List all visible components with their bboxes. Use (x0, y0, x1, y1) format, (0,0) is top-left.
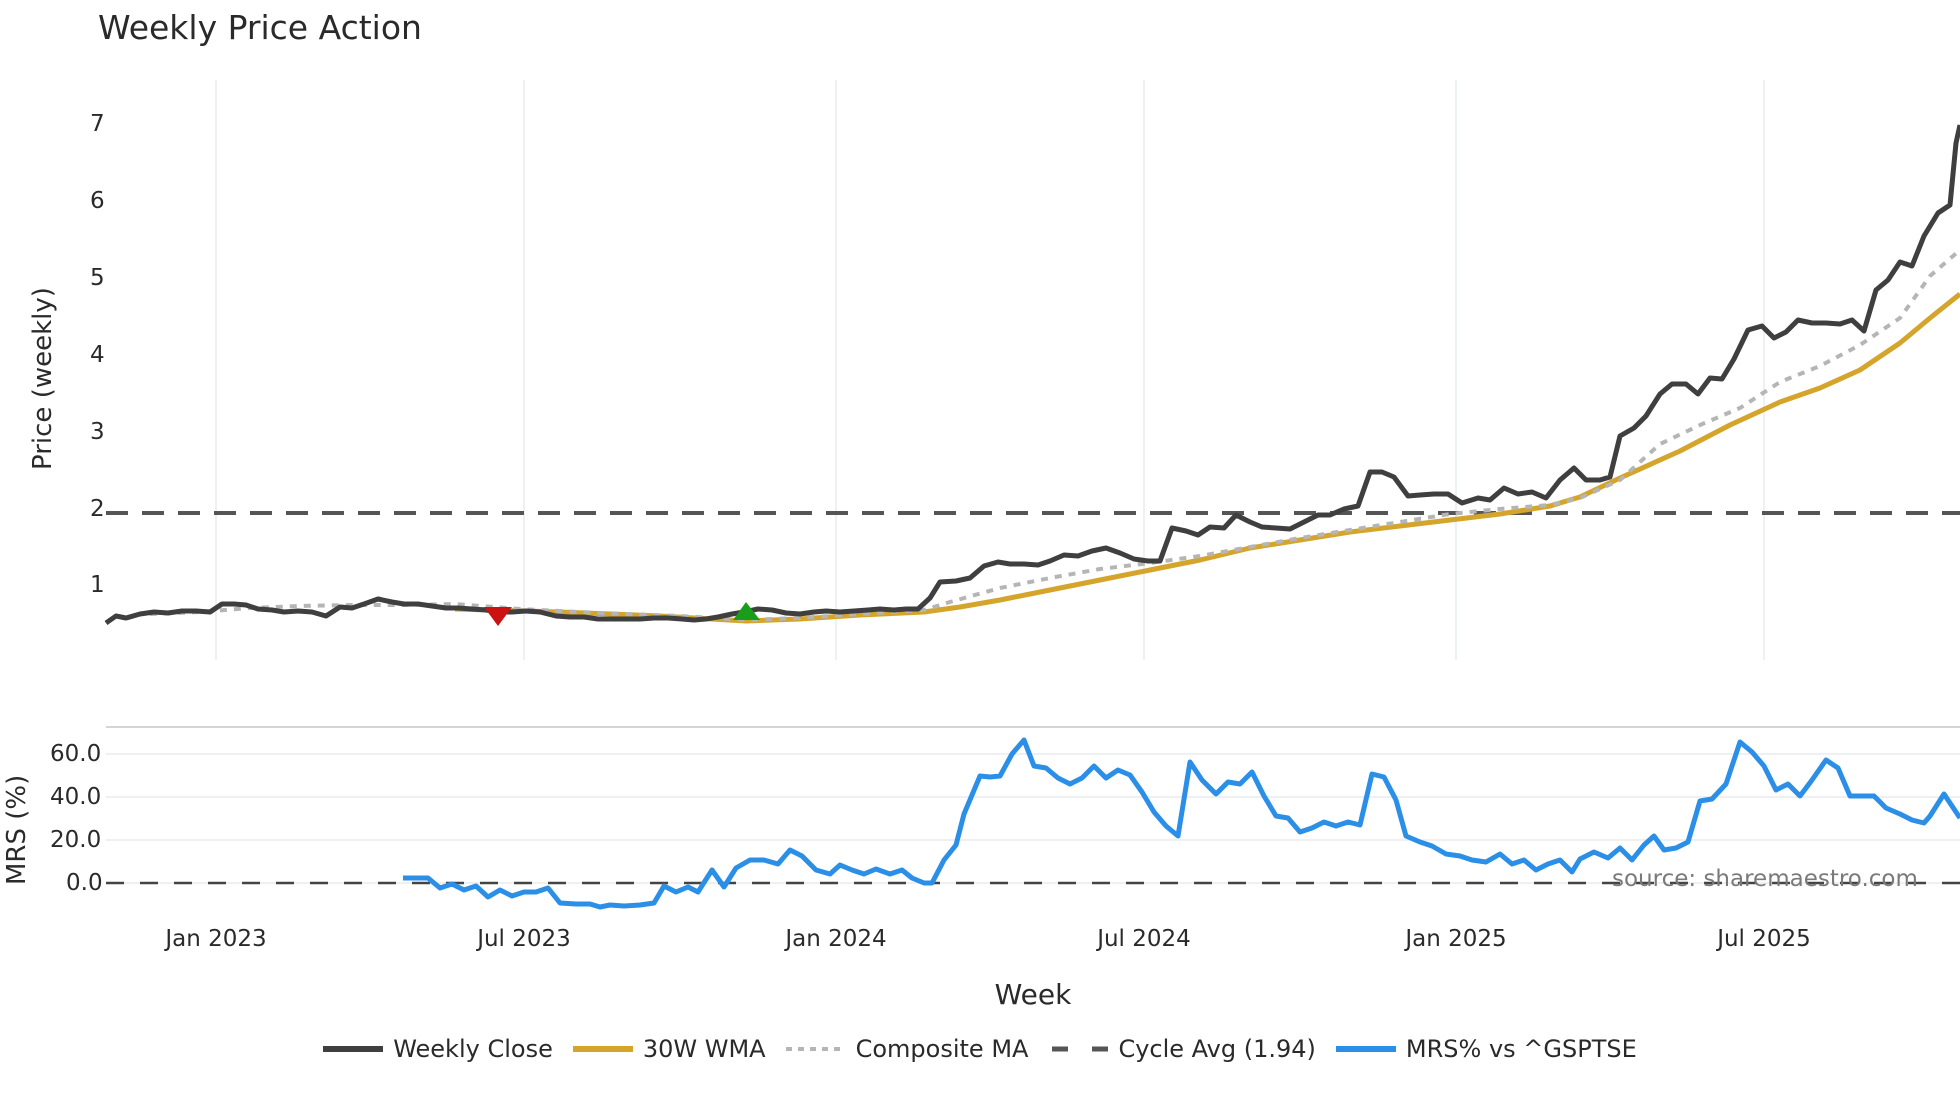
legend-item-mrs[interactable]: MRS% vs ^GSPTSE (1335, 1035, 1637, 1063)
legend: Weekly Close 30W WMA Composite MA Cycle … (0, 1035, 1960, 1063)
price-ytick: 6 (90, 188, 105, 214)
price-ytick: 5 (90, 265, 105, 291)
x-axis-label: Week (994, 978, 1072, 1011)
legend-label: 30W WMA (642, 1035, 766, 1063)
mrs-swatch-icon (1335, 1046, 1396, 1052)
mrs-line (403, 737, 1960, 910)
x-tick: Jan 2023 (165, 926, 267, 952)
wma30-swatch-icon (572, 1046, 633, 1052)
weekly-close-line (104, 124, 1960, 626)
weekly-close-swatch-icon (323, 1046, 384, 1052)
sell-signal-marker (484, 607, 512, 626)
legend-item-composite-ma[interactable]: Composite MA (785, 1035, 1029, 1063)
source-watermark: source: sharemaestro.com (1612, 866, 1918, 892)
legend-label: Weekly Close (393, 1035, 553, 1063)
x-tick: Jan 2024 (785, 926, 887, 952)
wma30-line (454, 292, 1960, 624)
mrs-ytick: 40.0 (50, 784, 102, 810)
price-gridlines (215, 80, 1765, 660)
chart-title: Weekly Price Action (98, 8, 422, 47)
legend-item-cycle-avg[interactable]: Cycle Avg (1.94) (1048, 1035, 1316, 1063)
legend-label: MRS% vs ^GSPTSE (1405, 1035, 1637, 1063)
legend-item-weekly-close[interactable]: Weekly Close (323, 1035, 553, 1063)
composite-ma-line (149, 248, 1960, 622)
x-tick: Jul 2024 (1097, 926, 1191, 952)
legend-label: Composite MA (855, 1035, 1029, 1063)
cycle-avg-swatch-icon (1052, 1046, 1109, 1052)
mrs-ytick: 20.0 (50, 827, 102, 853)
price-ytick: 2 (90, 496, 105, 522)
x-tick: Jan 2025 (1405, 926, 1507, 952)
price-ytick: 4 (90, 342, 105, 368)
legend-label: Cycle Avg (1.94) (1118, 1035, 1316, 1063)
buy-signal-marker (733, 602, 760, 620)
price-ytick: 1 (90, 572, 105, 598)
mrs-gridlines (106, 753, 1960, 884)
legend-item-wma30[interactable]: 30W WMA (572, 1035, 766, 1063)
price-ytick: 7 (90, 111, 105, 137)
mrs-ytick: 0.0 (66, 870, 103, 896)
composite-ma-swatch-icon (785, 1047, 846, 1051)
x-tick: Jul 2025 (1717, 926, 1811, 952)
price-ytick: 3 (90, 419, 105, 445)
mrs-ytick: 60.0 (50, 741, 102, 767)
x-tick: Jul 2023 (477, 926, 571, 952)
